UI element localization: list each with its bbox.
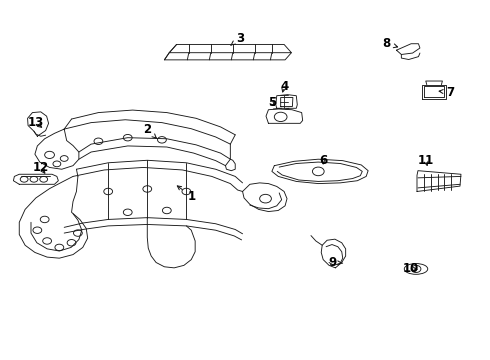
Text: 11: 11	[417, 154, 434, 167]
Text: 7: 7	[439, 86, 454, 99]
Text: 6: 6	[319, 154, 327, 167]
Text: 10: 10	[403, 262, 419, 275]
Text: 1: 1	[177, 186, 196, 203]
Text: 2: 2	[143, 123, 156, 138]
Text: 13: 13	[28, 116, 44, 129]
Text: 3: 3	[231, 32, 244, 45]
Text: 4: 4	[280, 80, 288, 93]
Text: 12: 12	[33, 161, 49, 174]
Text: 8: 8	[383, 37, 397, 50]
Text: 9: 9	[329, 256, 343, 269]
Text: 5: 5	[268, 96, 276, 109]
